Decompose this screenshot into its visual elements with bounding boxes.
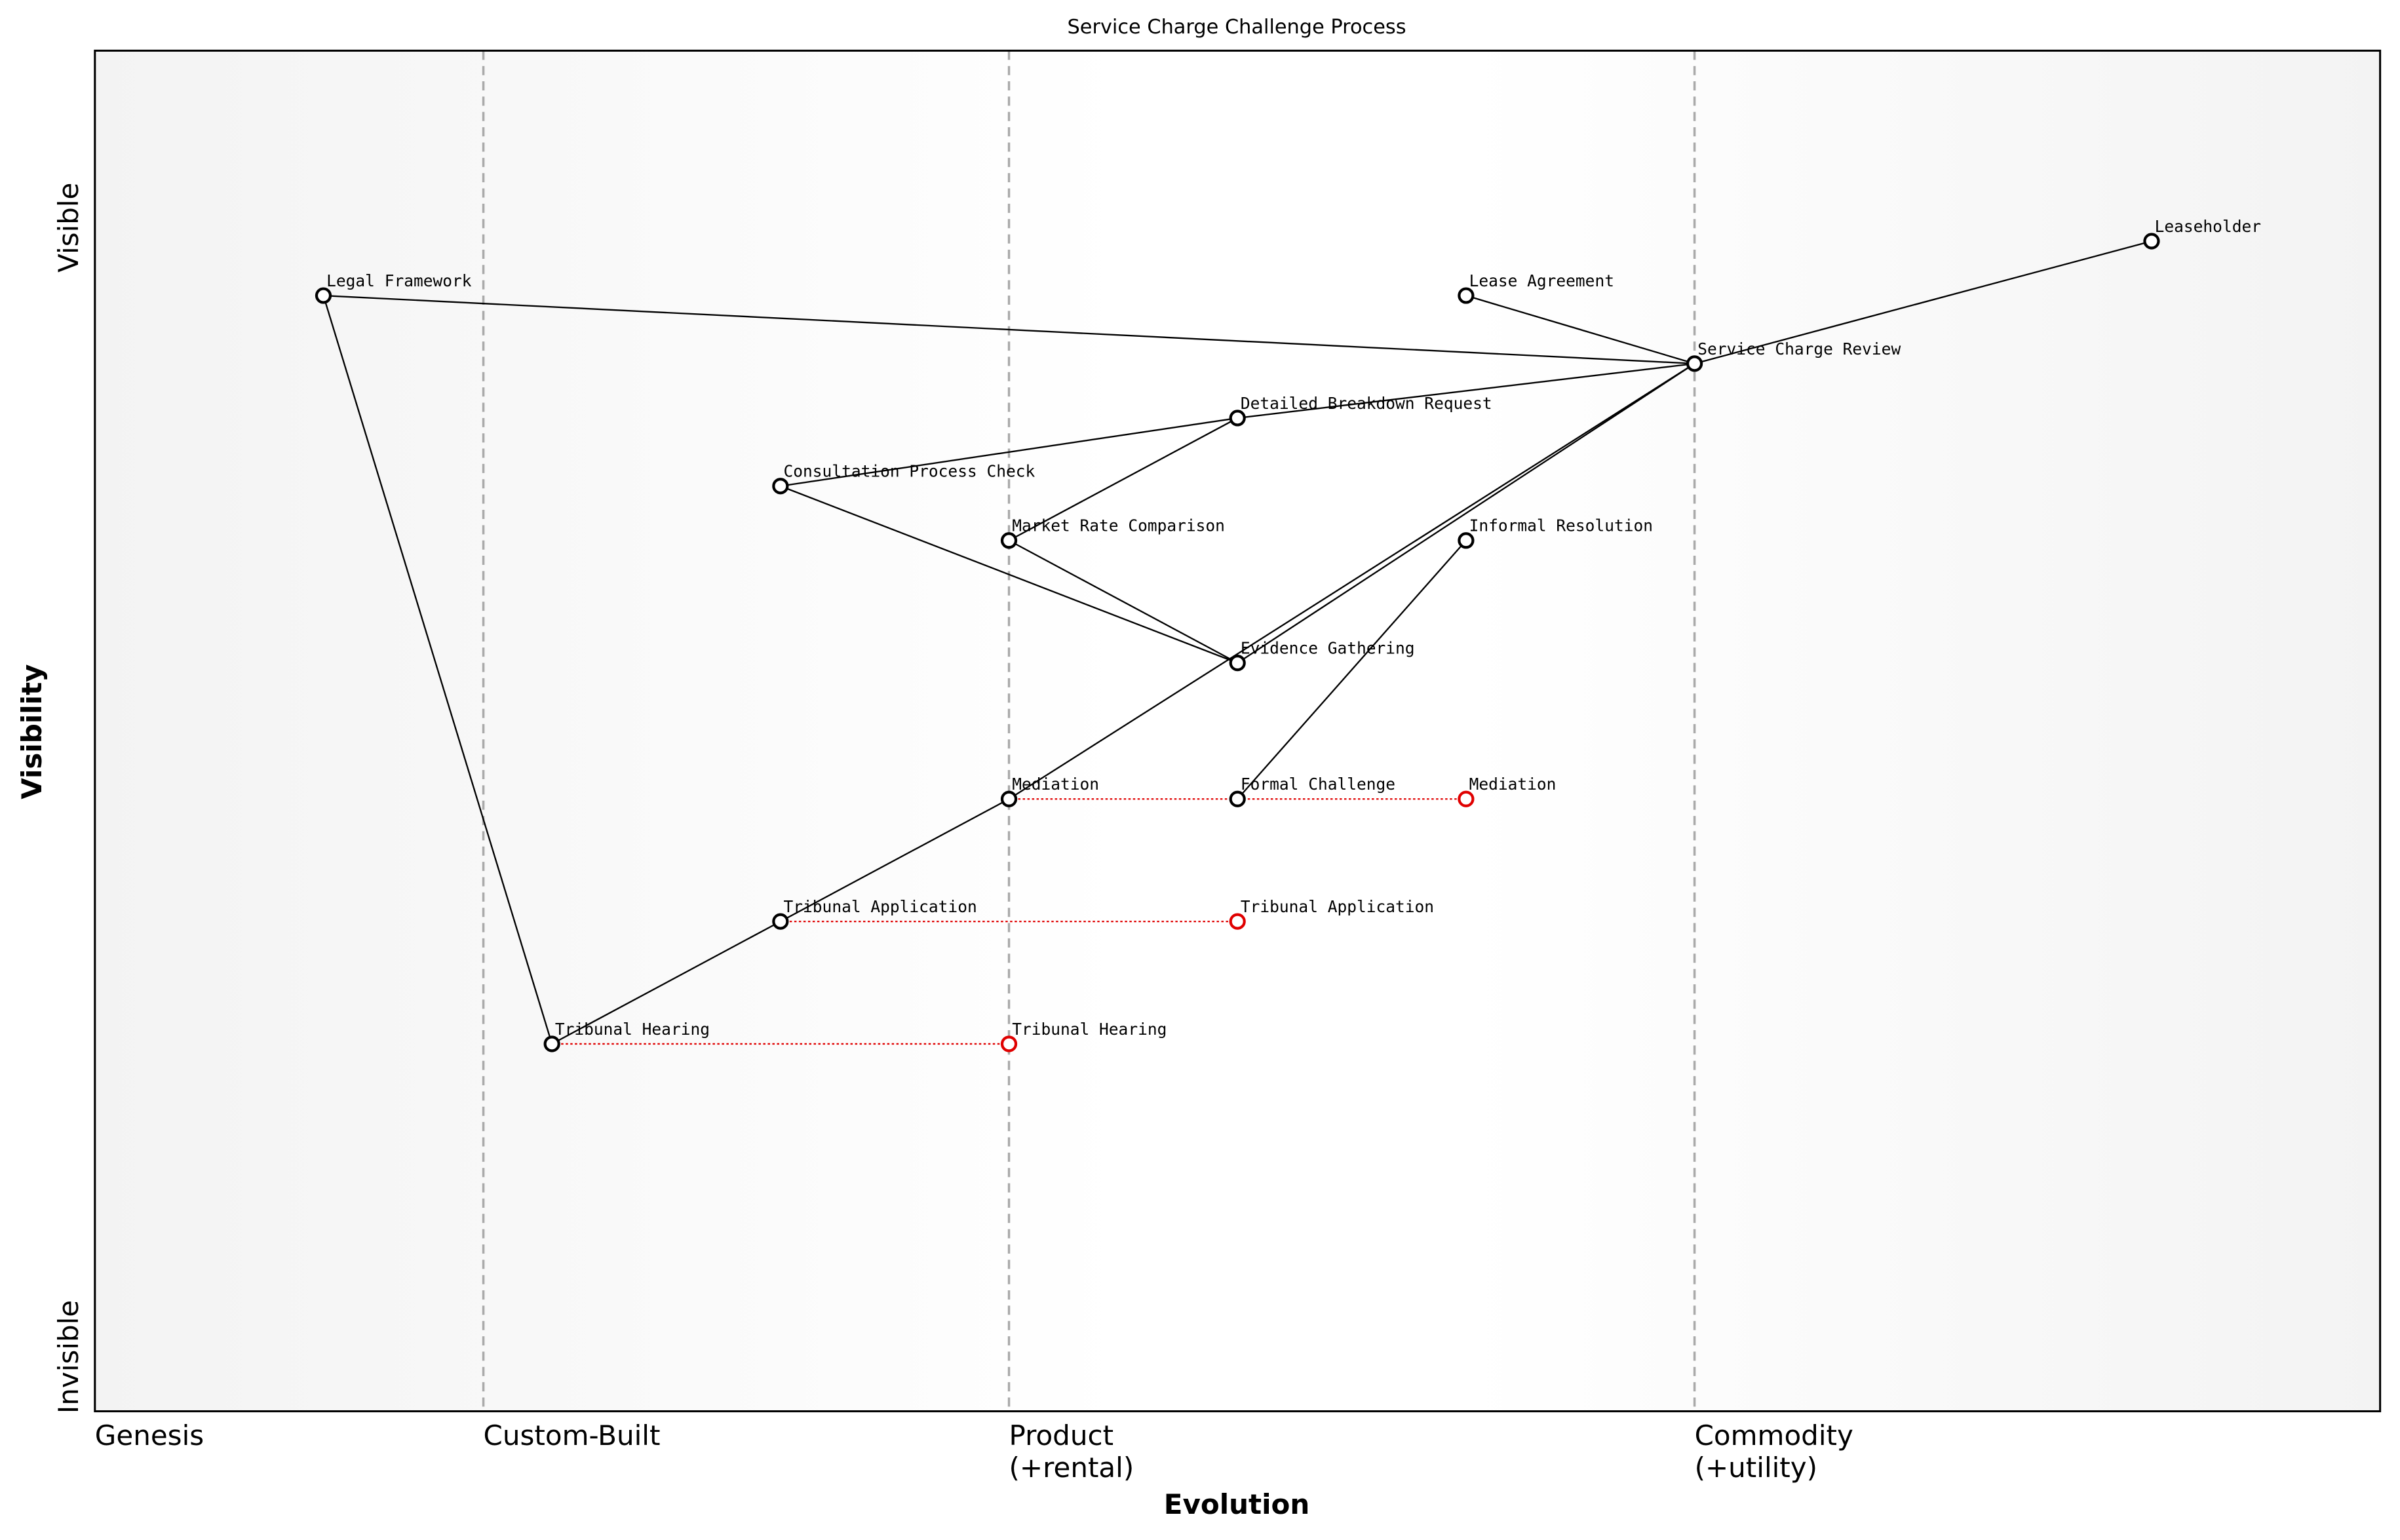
component bbox=[1000, 532, 1018, 549]
evolved-component bbox=[1458, 790, 1475, 807]
plot-background bbox=[94, 50, 2380, 1412]
component-label: Service Charge Review bbox=[1697, 339, 1901, 358]
link bbox=[1694, 240, 2152, 364]
x-tick-label: Custom-Built bbox=[484, 1419, 661, 1452]
plot-frame bbox=[94, 49, 2382, 1413]
component bbox=[772, 478, 789, 495]
y-axis-title: Visibility bbox=[16, 664, 48, 799]
evolved-label: Tribunal Application bbox=[1241, 897, 1434, 916]
evolved-component bbox=[1229, 913, 1246, 930]
component bbox=[1229, 655, 1246, 672]
component-label: Detailed Breakdown Request bbox=[1241, 394, 1492, 413]
component bbox=[1458, 532, 1475, 549]
component-label: Market Rate Comparison bbox=[1012, 516, 1225, 535]
y-tick-label: Visible bbox=[52, 183, 85, 273]
component bbox=[1686, 355, 1703, 372]
component bbox=[543, 1035, 560, 1052]
link bbox=[1465, 294, 1695, 364]
component bbox=[315, 287, 332, 304]
component bbox=[1229, 790, 1246, 807]
evolved-label: Mediation bbox=[1469, 775, 1557, 794]
component-label: Informal Resolution bbox=[1469, 516, 1653, 535]
link bbox=[1237, 362, 1695, 419]
link bbox=[323, 294, 1695, 365]
component-label: Lease Agreement bbox=[1469, 271, 1614, 290]
component-label: Leaseholder bbox=[2155, 217, 2261, 236]
link bbox=[322, 295, 553, 1045]
x-tick-label: Commodity (+utility) bbox=[1695, 1419, 1853, 1484]
component bbox=[1229, 410, 1246, 427]
component-label: Legal Framework bbox=[326, 271, 472, 290]
component bbox=[1000, 790, 1018, 807]
link bbox=[1237, 540, 1467, 800]
evolved-component bbox=[1000, 1035, 1018, 1052]
x-axis-title: Evolution bbox=[1164, 1488, 1310, 1520]
evolved-label: Tribunal Hearing bbox=[1012, 1020, 1167, 1039]
link bbox=[551, 921, 781, 1045]
component-label: Tribunal Application bbox=[784, 897, 977, 916]
component-label: Consultation Process Check bbox=[784, 462, 1035, 481]
y-tick-label: Invisible bbox=[52, 1300, 85, 1414]
component-label: Mediation bbox=[1012, 775, 1099, 794]
link bbox=[780, 417, 1238, 487]
chart-title: Service Charge Challenge Process bbox=[1068, 16, 1406, 39]
component-label: Formal Challenge bbox=[1241, 775, 1395, 794]
link bbox=[1008, 539, 1238, 664]
x-tick-label: Product (+rental) bbox=[1009, 1419, 1134, 1484]
link bbox=[780, 798, 1010, 923]
component bbox=[2143, 233, 2160, 250]
link bbox=[1008, 417, 1238, 541]
component-label: Evidence Gathering bbox=[1241, 639, 1415, 658]
link bbox=[1237, 362, 1695, 664]
component bbox=[1458, 287, 1475, 304]
x-tick-label: Genesis bbox=[95, 1419, 204, 1452]
component-label: Tribunal Hearing bbox=[555, 1020, 710, 1039]
link bbox=[780, 485, 1238, 664]
link bbox=[1008, 362, 1695, 800]
component bbox=[772, 913, 789, 930]
